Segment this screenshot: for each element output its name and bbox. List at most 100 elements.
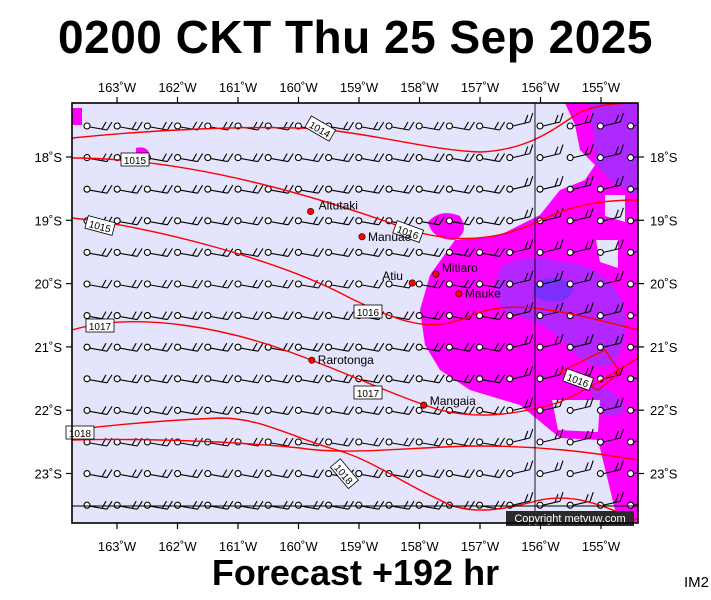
wind-barb bbox=[596, 176, 624, 193]
wind-barb bbox=[83, 469, 113, 479]
lon-label-top: 159˚W bbox=[340, 80, 379, 95]
wind-barb bbox=[445, 216, 475, 226]
place-label: Manuae bbox=[368, 230, 412, 244]
wind-barb bbox=[83, 406, 113, 415]
wind-barb bbox=[415, 248, 445, 257]
wind-barb bbox=[143, 500, 173, 510]
place-label: Mauke bbox=[465, 287, 501, 301]
wind-barb bbox=[113, 184, 143, 194]
wind-barb bbox=[83, 279, 113, 289]
wind-barb bbox=[476, 342, 506, 352]
wind-barb bbox=[264, 216, 294, 226]
wind-barb bbox=[234, 500, 264, 510]
wind-barb bbox=[385, 153, 415, 163]
wind-barb bbox=[627, 470, 638, 478]
wind-barb bbox=[596, 302, 624, 320]
wind-barb bbox=[113, 406, 143, 415]
wind-barb bbox=[627, 248, 638, 256]
wind-barb bbox=[476, 153, 506, 163]
wind-barb bbox=[476, 248, 506, 257]
wind-barb bbox=[204, 279, 234, 289]
wind-barb bbox=[113, 279, 143, 289]
wind-barb bbox=[596, 397, 624, 414]
wind-barb bbox=[476, 184, 506, 194]
wind-barb bbox=[204, 153, 234, 163]
wind-barb bbox=[385, 342, 415, 352]
wind-barb bbox=[113, 500, 143, 510]
wind-barb bbox=[627, 217, 638, 225]
wind-barb bbox=[204, 406, 234, 415]
wind-barb bbox=[174, 311, 204, 321]
wind-barb bbox=[536, 428, 564, 446]
wind-barb bbox=[445, 248, 475, 257]
wind-barb bbox=[325, 279, 355, 289]
wind-barb bbox=[143, 248, 173, 257]
wind-barb bbox=[204, 342, 234, 352]
wind-barb bbox=[415, 279, 445, 289]
wind-barb bbox=[385, 121, 415, 131]
wind-barb bbox=[325, 184, 355, 194]
lon-label-top: 163˚W bbox=[98, 80, 137, 95]
wind-barb bbox=[476, 374, 506, 384]
lat-label-right: 19˚S bbox=[650, 213, 678, 228]
wind-barb bbox=[506, 112, 534, 130]
wind-barb bbox=[415, 437, 445, 447]
wind-barb bbox=[627, 312, 638, 320]
wind-barb bbox=[445, 374, 475, 384]
place-label: Mitiaro bbox=[442, 261, 478, 275]
wind-barb bbox=[174, 342, 204, 352]
wind-barb bbox=[325, 311, 355, 321]
wind-barb bbox=[596, 112, 624, 130]
wind-barb bbox=[234, 279, 264, 289]
wind-barb bbox=[566, 239, 594, 256]
wind-barb bbox=[325, 406, 355, 415]
wind-barb bbox=[174, 184, 204, 194]
wind-barb bbox=[506, 207, 534, 225]
wind-barb bbox=[415, 311, 445, 321]
wind-barb bbox=[83, 374, 113, 384]
place-marker bbox=[307, 207, 315, 215]
wind-barb bbox=[355, 437, 385, 447]
wind-barb bbox=[325, 342, 355, 352]
wind-barb bbox=[143, 406, 173, 415]
isobar-label: 1016 bbox=[353, 304, 383, 319]
svg-text:1015: 1015 bbox=[124, 156, 147, 167]
wind-barb bbox=[83, 184, 113, 194]
wind-barb bbox=[536, 270, 564, 288]
lon-label-top: 157˚W bbox=[461, 80, 500, 95]
wind-barb bbox=[234, 374, 264, 384]
wind-barb bbox=[113, 342, 143, 352]
wind-barb bbox=[294, 311, 324, 321]
isobar-label: 1017 bbox=[85, 318, 115, 333]
wind-barb bbox=[174, 406, 204, 415]
wind-barb bbox=[234, 153, 264, 163]
wind-barb bbox=[355, 342, 385, 352]
wind-barb bbox=[204, 248, 234, 257]
wind-barb bbox=[143, 374, 173, 384]
wind-barb bbox=[264, 248, 294, 257]
wind-barb bbox=[385, 248, 415, 257]
wind-barb bbox=[627, 280, 638, 288]
wind-barb bbox=[596, 207, 624, 225]
lat-label-left: 18˚S bbox=[35, 150, 63, 165]
wind-barb bbox=[294, 248, 324, 257]
isobar-label: 1018 bbox=[65, 425, 95, 440]
wind-barb bbox=[566, 334, 594, 351]
wind-barb bbox=[83, 500, 113, 510]
svg-text:1016: 1016 bbox=[357, 308, 380, 319]
wind-barb bbox=[143, 342, 173, 352]
wind-barb bbox=[143, 469, 173, 479]
forecast-label: Forecast +192 hr bbox=[211, 552, 500, 593]
wind-barb bbox=[536, 460, 564, 478]
wind-barb bbox=[536, 492, 564, 509]
wind-barb bbox=[143, 311, 173, 321]
wind-barb bbox=[294, 469, 324, 479]
wind-barb bbox=[355, 406, 385, 415]
wind-barb bbox=[627, 406, 638, 414]
wind-barb bbox=[294, 406, 324, 415]
wind-barb bbox=[325, 216, 355, 226]
wind-barb bbox=[506, 302, 534, 320]
lon-label-bottom: 161˚W bbox=[219, 539, 258, 554]
wind-barb bbox=[536, 144, 564, 162]
wind-barb bbox=[294, 500, 324, 510]
